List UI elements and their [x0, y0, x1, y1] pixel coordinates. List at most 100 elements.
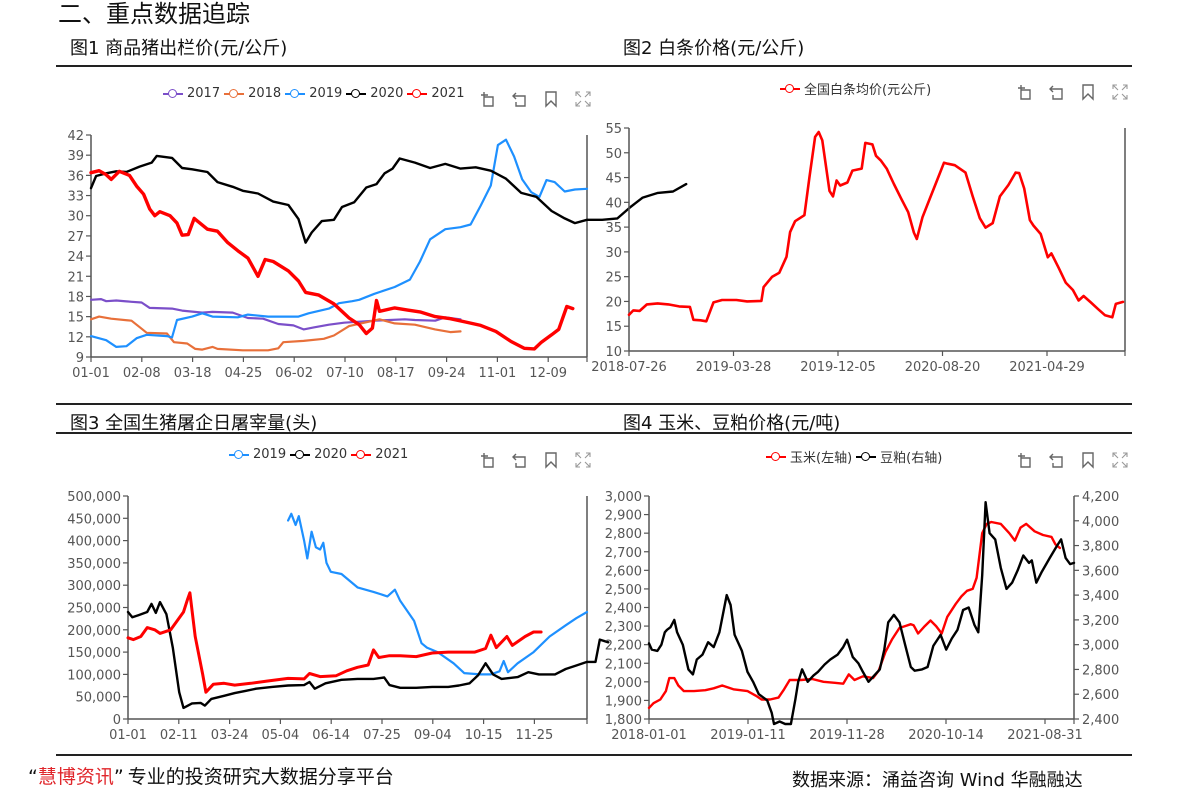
- figure-3-title: 图3 全国生猪屠企日屠宰量(头): [70, 413, 318, 434]
- series-line-全国白条均价(元公斤)[interactable]: [627, 130, 1125, 323]
- zoom-reset-icon[interactable]: [1047, 83, 1065, 101]
- legend-item[interactable]: 豆粕(右轴): [856, 447, 942, 466]
- svg-text:01-01: 01-01: [72, 366, 110, 381]
- legend-label: 豆粕(右轴): [880, 451, 943, 466]
- svg-text:2,600: 2,600: [1082, 688, 1119, 703]
- svg-text:1,900: 1,900: [605, 694, 642, 709]
- svg-text:12-09: 12-09: [529, 366, 567, 381]
- legend-marker-icon: [285, 88, 306, 99]
- zoom-select-icon[interactable]: [478, 451, 496, 469]
- zoom-reset-icon[interactable]: [1047, 451, 1065, 469]
- svg-text:200,000: 200,000: [67, 624, 121, 639]
- svg-text:45: 45: [605, 172, 622, 187]
- legend-label: 玉米(左轴): [790, 451, 853, 466]
- legend-item[interactable]: 2017: [163, 86, 220, 101]
- svg-text:250,000: 250,000: [67, 602, 121, 617]
- svg-text:02-11: 02-11: [160, 728, 198, 743]
- legend-label: 2018: [248, 86, 282, 101]
- svg-text:400,000: 400,000: [67, 535, 121, 550]
- save-bookmark-icon[interactable]: [1079, 83, 1097, 101]
- svg-text:2021-04-29: 2021-04-29: [1009, 360, 1085, 375]
- svg-text:2020-10-14: 2020-10-14: [908, 728, 984, 743]
- zoom-select-icon[interactable]: [1015, 451, 1033, 469]
- save-bookmark-icon[interactable]: [1079, 451, 1097, 469]
- svg-text:3,200: 3,200: [1082, 614, 1119, 629]
- svg-text:2,800: 2,800: [1082, 663, 1119, 678]
- series-line-2017[interactable]: [89, 298, 462, 331]
- legend-label: 2019: [309, 86, 343, 101]
- svg-text:24: 24: [67, 250, 84, 265]
- svg-text:2,400: 2,400: [1082, 713, 1119, 728]
- series-line-2021[interactable]: [126, 591, 543, 694]
- fullscreen-icon[interactable]: [1111, 83, 1129, 101]
- svg-text:12: 12: [67, 331, 84, 346]
- legend-label: 2019: [253, 447, 287, 462]
- section-title: 二、重点数据追踪: [58, 0, 250, 28]
- svg-text:2,500: 2,500: [605, 583, 642, 598]
- svg-text:4,000: 4,000: [1082, 515, 1119, 530]
- legend-label: 全国白条均价(元公斤): [804, 83, 932, 98]
- chart-2-legend: 全国白条均价(元公斤): [780, 79, 933, 98]
- chart-4-toolbar: [1015, 451, 1129, 469]
- legend-marker-icon: [224, 88, 245, 99]
- zoom-reset-icon[interactable]: [510, 451, 528, 469]
- svg-text:2018-07-26: 2018-07-26: [591, 360, 667, 375]
- divider: [56, 403, 1132, 405]
- legend-item[interactable]: 2019: [229, 447, 286, 462]
- series-line-2020[interactable]: [126, 600, 610, 710]
- fullscreen-icon[interactable]: [574, 90, 592, 108]
- zoom-reset-icon[interactable]: [510, 90, 528, 108]
- figure-1-title: 图1 商品猪出栏价(元/公斤): [70, 38, 288, 59]
- series-line-豆粕(右轴)[interactable]: [647, 501, 1076, 726]
- legend-marker-icon: [766, 451, 786, 462]
- zoom-select-icon[interactable]: [1015, 83, 1033, 101]
- svg-text:2,600: 2,600: [605, 564, 642, 579]
- svg-text:100,000: 100,000: [67, 668, 121, 683]
- svg-text:2019-11-28: 2019-11-28: [809, 728, 885, 743]
- svg-text:50: 50: [605, 147, 622, 162]
- save-bookmark-icon[interactable]: [542, 451, 560, 469]
- series-line-2021[interactable]: [89, 168, 575, 351]
- svg-text:33: 33: [67, 190, 84, 205]
- svg-text:3,600: 3,600: [1082, 564, 1119, 579]
- legend-item[interactable]: 2021: [407, 86, 464, 101]
- fullscreen-icon[interactable]: [574, 451, 592, 469]
- svg-text:42: 42: [67, 129, 84, 144]
- svg-text:27: 27: [67, 230, 84, 245]
- series-line-2020[interactable]: [89, 154, 688, 244]
- svg-text:2018-01-01: 2018-01-01: [611, 728, 687, 743]
- legend-item[interactable]: 2021: [351, 447, 408, 462]
- svg-text:06-14: 06-14: [312, 728, 350, 743]
- chart-1-toolbar: [478, 90, 592, 108]
- chart-1-axes: 9 12 15 18 21 24 27 30 33 36 39 42 01-01 02-08 03-18 04…: [67, 129, 588, 381]
- svg-text:35: 35: [605, 221, 622, 236]
- brand-name: 慧博资讯: [37, 766, 114, 788]
- save-bookmark-icon[interactable]: [542, 90, 560, 108]
- divider: [56, 432, 1132, 434]
- legend-item[interactable]: 2019: [285, 86, 342, 101]
- svg-text:39: 39: [67, 149, 84, 164]
- legend-item[interactable]: 玉米(左轴): [766, 447, 852, 466]
- series-line-2018[interactable]: [89, 315, 462, 352]
- legend-item[interactable]: 2020: [290, 447, 347, 462]
- series-line-2019[interactable]: [287, 512, 589, 676]
- legend-item[interactable]: 2020: [346, 86, 403, 101]
- series-line-2019[interactable]: [89, 138, 589, 348]
- svg-text:01-01: 01-01: [109, 728, 147, 743]
- legend-marker-icon: [856, 451, 877, 462]
- svg-text:2,800: 2,800: [605, 527, 642, 542]
- svg-text:21: 21: [67, 270, 84, 285]
- svg-text:2,000: 2,000: [605, 676, 642, 691]
- svg-text:2,100: 2,100: [605, 657, 642, 672]
- legend-marker-icon: [290, 449, 311, 460]
- svg-text:08-17: 08-17: [377, 366, 415, 381]
- svg-text:0: 0: [113, 713, 121, 728]
- legend-item[interactable]: 2018: [224, 86, 281, 101]
- svg-text:55: 55: [605, 122, 622, 137]
- zoom-select-icon[interactable]: [478, 90, 496, 108]
- svg-text:40: 40: [605, 196, 622, 211]
- svg-text:03-18: 03-18: [174, 366, 212, 381]
- fullscreen-icon[interactable]: [1111, 451, 1129, 469]
- legend-item[interactable]: 全国白条均价(元公斤): [780, 79, 931, 98]
